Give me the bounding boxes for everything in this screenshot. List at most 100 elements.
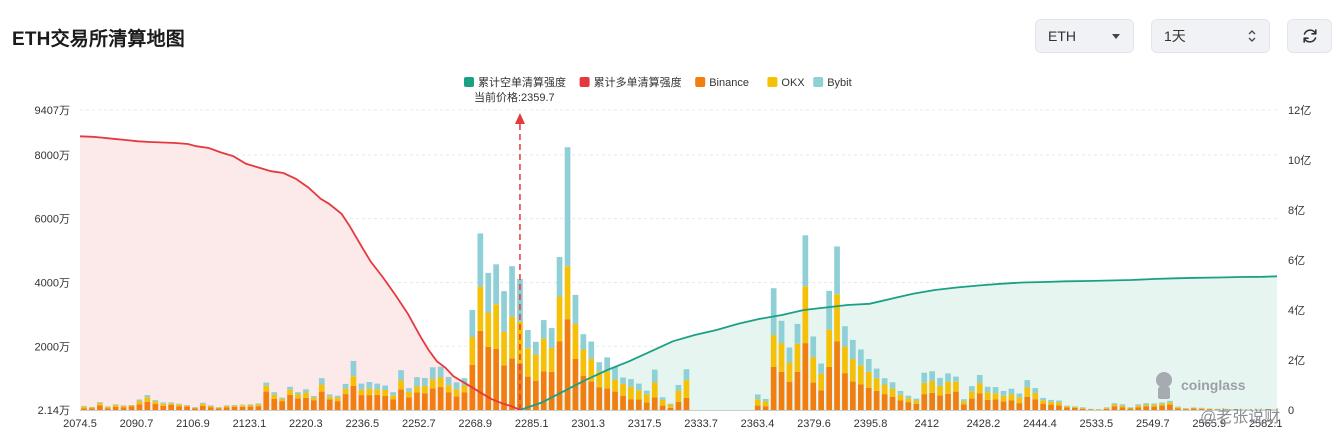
x-axis-ticks: 2074.5 2090.7 2106.9 2123.1 2220.3 2236.5 2252… — [63, 410, 1283, 430]
bar-bybit — [89, 406, 95, 408]
bar-okx — [192, 407, 198, 409]
x-axis-tick: 2301.3 — [571, 418, 605, 430]
bar-bybit — [651, 369, 658, 383]
bar-bybit — [168, 402, 174, 404]
refresh-icon — [1302, 29, 1317, 43]
bar-okx — [390, 395, 396, 400]
legend[interactable]: 累计空单清算强度 累计多单清算强度 Binance OKX Bybit — [464, 75, 852, 89]
bar-binance — [152, 404, 159, 411]
bar-okx — [342, 388, 349, 395]
legend-item[interactable]: Bybit — [813, 77, 852, 89]
watermark-logo: coinglass — [1181, 377, 1246, 393]
bar-bybit — [485, 272, 492, 313]
bar-binance — [858, 384, 864, 410]
x-axis-tick: 2106.9 — [176, 418, 210, 430]
bar-binance — [810, 382, 817, 410]
x-axis-tick: 2236.5 — [345, 418, 379, 430]
bar-bybit — [984, 386, 991, 393]
bar-okx — [1167, 402, 1173, 405]
bar-binance — [850, 381, 856, 411]
bar-okx — [287, 389, 293, 395]
bar-binance — [889, 396, 896, 411]
bar-okx — [873, 378, 880, 391]
legend-item[interactable]: 累计多单清算强度 — [579, 75, 682, 89]
short-cumulative-line — [519, 275, 1278, 411]
bar-okx — [160, 403, 167, 406]
bar-okx — [826, 329, 832, 367]
time-range-select[interactable]: 1天 — [1151, 19, 1270, 53]
legend-item[interactable]: Binance — [695, 77, 749, 89]
bar-bybit — [342, 383, 349, 389]
bar-bybit — [794, 323, 801, 344]
bar-binance — [1000, 401, 1007, 411]
bar-bybit — [683, 369, 690, 380]
bar-binance — [207, 407, 214, 411]
bar-binance — [1040, 403, 1046, 411]
updown-chevron-icon — [1248, 30, 1256, 42]
bar-binance — [1072, 407, 1078, 410]
bar-binance — [422, 393, 428, 411]
bar-okx — [382, 390, 388, 397]
bar-binance — [778, 371, 785, 411]
bar-bybit — [231, 405, 238, 406]
bar-binance — [929, 392, 935, 410]
bar-okx — [1008, 394, 1015, 401]
bar-okx — [770, 335, 777, 367]
asset-select[interactable]: ETH — [1035, 19, 1134, 53]
bar-okx — [1206, 408, 1213, 410]
bar-binance — [414, 392, 420, 410]
bar-bybit — [200, 402, 206, 404]
bar-okx — [144, 397, 151, 402]
bar-binance — [992, 399, 999, 410]
bar-bybit — [596, 362, 603, 372]
bar-bybit — [453, 382, 460, 390]
right-axis-tick: 10亿 — [1288, 154, 1311, 167]
bar-bybit — [350, 360, 357, 377]
bar-binance — [604, 388, 610, 411]
bar-binance — [1183, 409, 1189, 411]
refresh-button[interactable] — [1287, 19, 1332, 53]
bar-bybit — [469, 309, 476, 337]
bar-okx — [889, 388, 896, 397]
bar-okx — [556, 296, 563, 342]
bar-bybit — [540, 320, 547, 339]
bar-binance — [223, 407, 230, 411]
bar-okx — [1143, 404, 1149, 407]
time-range-value: 1天 — [1164, 28, 1186, 44]
bar-binance — [1198, 408, 1205, 411]
legend-item[interactable]: 累计空单清算强度 — [464, 75, 566, 89]
bar-okx — [1056, 402, 1062, 406]
bar-okx — [683, 380, 690, 398]
bar-bybit — [176, 403, 182, 405]
legend-swatch — [464, 77, 474, 87]
bar-binance — [287, 394, 293, 411]
legend-item[interactable]: OKX — [767, 77, 805, 89]
bar-bybit — [810, 336, 817, 358]
bar-bybit — [1072, 406, 1078, 407]
bar-binance — [318, 391, 325, 411]
bar-okx — [414, 386, 420, 393]
x-axis-tick: 2123.1 — [233, 418, 267, 430]
bar-okx — [104, 406, 111, 409]
bar-okx — [540, 338, 547, 372]
bar-okx — [937, 385, 943, 396]
bar-binance — [1135, 407, 1142, 411]
bar-binance — [176, 406, 182, 410]
bar-binance — [160, 405, 167, 410]
bar-bybit — [604, 357, 610, 372]
bar-okx — [279, 398, 285, 402]
bar-bybit — [318, 378, 325, 385]
bar-okx — [858, 365, 864, 385]
bar-bybit — [263, 382, 270, 386]
bar-bybit — [374, 383, 381, 390]
bar-bybit — [628, 379, 634, 387]
bar-binance — [580, 375, 587, 411]
bar-okx — [881, 384, 888, 395]
bar-okx — [223, 405, 230, 408]
bar-binance — [128, 406, 135, 410]
bar-binance — [1159, 405, 1165, 411]
bar-okx — [596, 371, 603, 388]
x-axis-tick: 2444.4 — [1023, 418, 1057, 430]
right-axis-tick: 0 — [1288, 405, 1294, 417]
